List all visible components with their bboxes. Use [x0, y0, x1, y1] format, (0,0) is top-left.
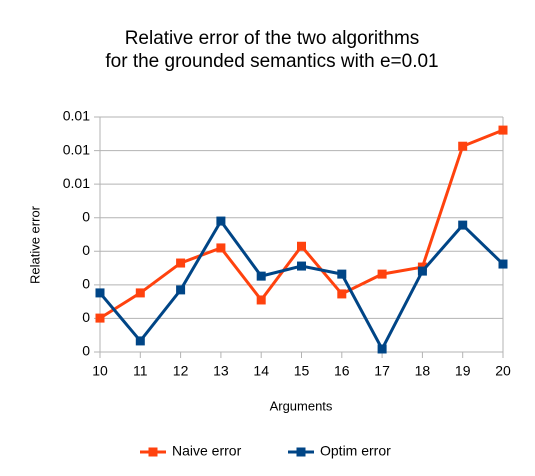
y-tick-label: 0 — [82, 242, 90, 258]
y-tick-label: 0 — [82, 309, 90, 325]
x-tick-label: 19 — [455, 363, 471, 379]
point-marker — [458, 141, 468, 151]
point-marker — [216, 216, 226, 226]
x-tick-label: 13 — [213, 363, 229, 379]
point-marker — [458, 220, 468, 230]
chart-title: Relative error of the two algorithms — [125, 28, 420, 49]
y-tick-label: 0 — [82, 276, 90, 292]
point-marker — [256, 271, 266, 281]
point-marker — [498, 259, 508, 269]
x-tick-label: 20 — [495, 363, 511, 379]
y-tick-label: 0.01 — [63, 141, 90, 157]
x-tick-label: 12 — [173, 363, 189, 379]
legend-marker — [148, 447, 158, 457]
x-tick-label: 17 — [374, 363, 390, 379]
y-tick-label: 0 — [82, 343, 90, 359]
x-tick-label: 15 — [294, 363, 310, 379]
x-tick-label: 16 — [334, 363, 350, 379]
x-tick-label: 11 — [133, 363, 148, 379]
y-tick-label: 0.01 — [63, 108, 90, 124]
point-marker — [337, 269, 347, 279]
x-tick-label: 10 — [92, 363, 108, 379]
x-tick-label: 14 — [253, 363, 269, 379]
series-line — [99, 128, 504, 320]
x-axis-label: Arguments — [270, 398, 333, 413]
point-marker — [176, 285, 186, 295]
point-marker — [498, 125, 508, 135]
point-marker — [135, 336, 145, 346]
y-tick-label: 0 — [82, 208, 90, 224]
point-marker — [297, 261, 306, 271]
chart-title: for the grounded semantics with e=0.01 — [105, 51, 438, 72]
legend-label: Naive error — [172, 443, 242, 459]
point-marker — [95, 313, 105, 323]
legend-marker — [296, 447, 306, 457]
point-marker — [135, 288, 145, 298]
point-marker — [377, 344, 387, 354]
point-marker — [417, 266, 427, 276]
x-tick-label: 18 — [415, 363, 431, 379]
legend-label: Optim error — [320, 443, 391, 459]
point-marker — [297, 241, 306, 251]
point-marker — [95, 288, 105, 298]
y-axis-label: Relative error — [27, 205, 42, 284]
point-marker — [216, 243, 226, 253]
point-marker — [256, 295, 266, 305]
point-marker — [176, 258, 186, 268]
point-marker — [377, 269, 387, 279]
point-marker — [337, 289, 347, 299]
y-tick-label: 0.01 — [63, 175, 90, 191]
